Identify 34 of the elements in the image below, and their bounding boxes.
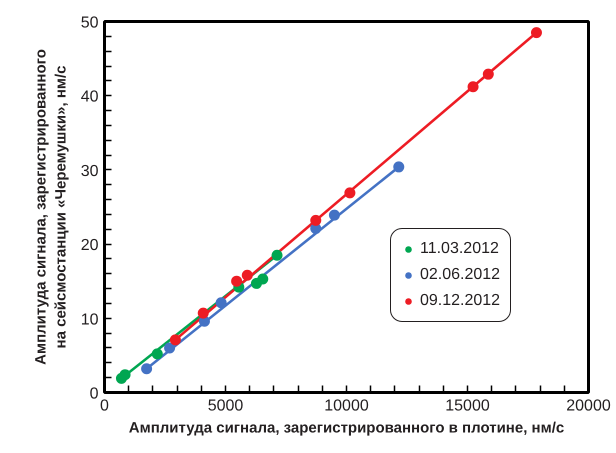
x-tick-label: 20000 [566, 398, 611, 414]
point [120, 369, 131, 380]
x-tick-label: 10000 [324, 398, 369, 414]
point [272, 250, 283, 261]
point [310, 214, 322, 226]
point [170, 334, 181, 346]
y-tick-label: 0 [90, 386, 99, 402]
point [344, 187, 356, 198]
y-tick-label: 10 [80, 311, 99, 328]
point [482, 68, 494, 80]
point [242, 270, 253, 281]
point [152, 348, 163, 360]
x-tick-label: 5000 [208, 398, 244, 414]
legend-label: 02.06.2012 [420, 266, 500, 284]
point [231, 276, 242, 287]
point [328, 210, 340, 221]
point [141, 363, 152, 374]
y-tick-label: 50 [80, 14, 99, 32]
point [257, 273, 268, 284]
x-axis-title: Амплитуда сигнала, зарегистрированного в плотине, нм/с [128, 420, 564, 436]
point [530, 27, 542, 38]
legend-label: 09.12.2012 [420, 292, 500, 310]
point [216, 297, 227, 308]
y-axis-title: Амплитуда сигнала, зарегистрированного на сейсмостанции «Черемушки», нм/с [32, 49, 70, 365]
y-tick-label: 20 [80, 237, 99, 254]
point [164, 342, 176, 354]
point [393, 161, 404, 172]
x-tick-label: 0 [100, 398, 110, 414]
y-tick-label: 30 [80, 162, 99, 180]
legend-label: 11.03.2012 [420, 240, 499, 258]
point [468, 81, 479, 92]
x-tick-label: 15000 [445, 398, 490, 414]
point [198, 308, 209, 319]
y-tick-label: 40 [80, 88, 99, 106]
